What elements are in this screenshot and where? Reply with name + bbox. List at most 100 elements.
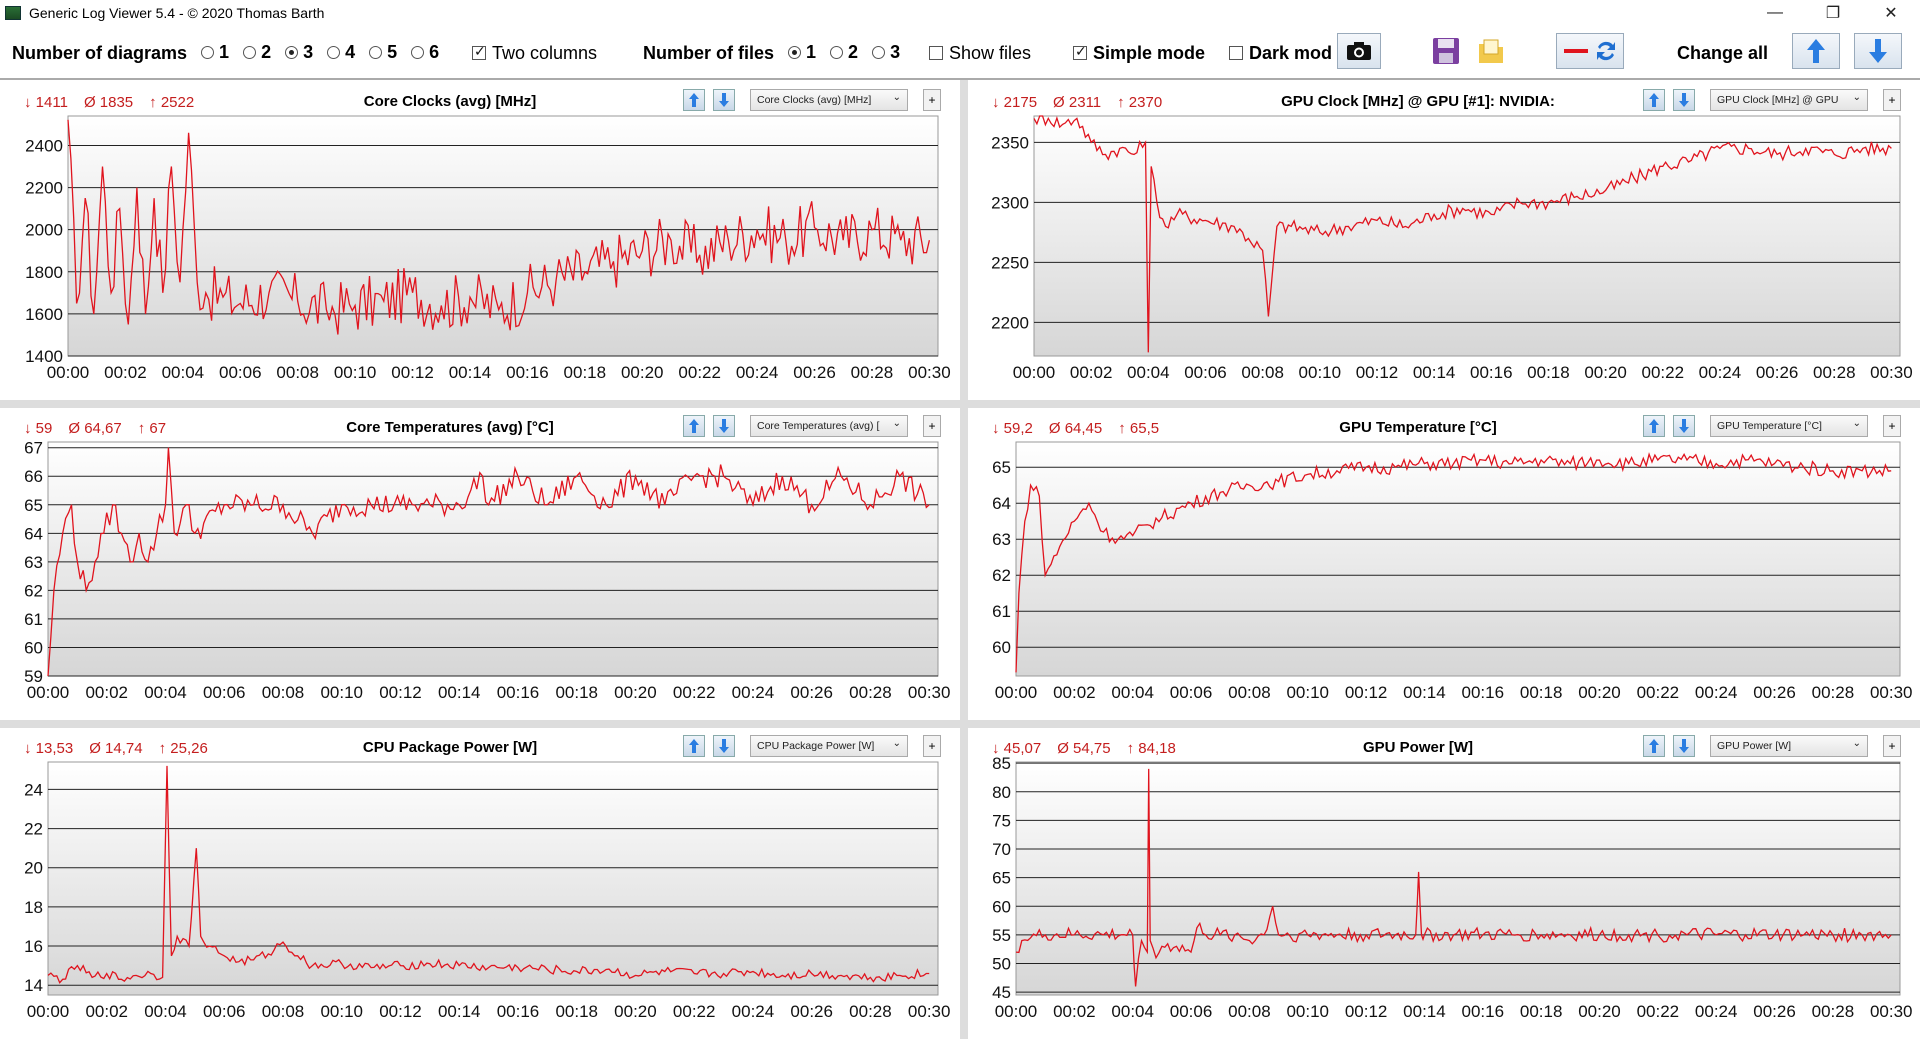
sensor-select[interactable]: Core Temperatures (avg) [⌄ — [750, 415, 908, 437]
simple-mode-option[interactable]: Simple mode — [1073, 26, 1205, 80]
simple-mode-checkbox[interactable] — [1073, 43, 1087, 60]
x-tick-label: 00:08 — [276, 363, 319, 382]
x-tick-label: 00:24 — [1695, 1002, 1738, 1021]
sensor-select[interactable]: CPU Package Power [W] ⌄ — [750, 735, 908, 757]
y-tick-label: 61 — [24, 610, 43, 629]
dark-mode-option[interactable]: Dark mod — [1229, 26, 1332, 80]
x-tick-label: 00:06 — [203, 1002, 246, 1021]
simple-mode-label: Simple mode — [1093, 42, 1206, 63]
files-radio-1[interactable] — [788, 46, 802, 59]
add-series-button[interactable]: + — [1883, 89, 1901, 111]
two-columns-checkbox[interactable] — [472, 43, 486, 60]
two-columns-option[interactable]: Two columns — [472, 26, 597, 80]
sensor-select[interactable]: GPU Power [W] ⌄ — [1710, 735, 1868, 757]
num-diagrams-label: Number of diagrams — [12, 42, 188, 63]
sensor-select[interactable]: Core Clocks (avg) [MHz] ⌄ — [750, 89, 908, 111]
y-tick-label: 16 — [24, 937, 43, 956]
stats-bar: ↓ 13,53 Ø 14,74 ↑ 25,26 — [24, 740, 224, 757]
diagrams-option-3[interactable]: 3 — [285, 42, 313, 63]
row-divider[interactable] — [0, 400, 1920, 408]
add-series-button[interactable]: + — [923, 735, 941, 757]
series-line — [1033, 115, 1892, 353]
diagrams-radio-4[interactable] — [327, 46, 341, 59]
sensor-select[interactable]: GPU Temperature [°C] ⌄ — [1710, 415, 1868, 437]
close-button[interactable]: ✕ — [1884, 5, 1898, 22]
diagrams-radio-6[interactable] — [411, 46, 425, 59]
add-series-button[interactable]: + — [1883, 735, 1901, 757]
move-up-button[interactable] — [1643, 735, 1665, 757]
diagrams-radio-5[interactable] — [369, 46, 383, 59]
stat-min: ↓ 59 — [24, 420, 53, 437]
column-divider[interactable] — [960, 80, 968, 1039]
x-tick-label: 00:12 — [1345, 1002, 1388, 1021]
y-tick-label: 2300 — [991, 193, 1029, 212]
x-tick-label: 00:00 — [995, 683, 1038, 702]
move-all-up-button[interactable] — [1792, 33, 1840, 69]
x-tick-label: 00:22 — [1637, 1002, 1680, 1021]
move-down-button[interactable] — [1673, 89, 1695, 111]
diagrams-option-4[interactable]: 4 — [327, 42, 355, 63]
x-tick-label: 00:10 — [1286, 1002, 1329, 1021]
diagrams-radio-1[interactable] — [201, 46, 215, 59]
diagram-title: GPU Power [W] — [1362, 739, 1473, 756]
x-tick-label: 00:12 — [391, 363, 434, 382]
move-down-button[interactable] — [1673, 735, 1695, 757]
open-folder-button[interactable] — [1474, 33, 1508, 69]
line-style-swap-button[interactable] — [1556, 33, 1624, 69]
add-series-button[interactable]: + — [1883, 415, 1901, 437]
x-tick-label: 00:16 — [1462, 683, 1505, 702]
files-option-3[interactable]: 3 — [872, 42, 900, 63]
x-tick-label: 00:08 — [262, 1002, 305, 1021]
restore-button[interactable]: ❐ — [1825, 5, 1841, 22]
move-up-button[interactable] — [683, 415, 705, 437]
row-divider[interactable] — [0, 720, 1920, 728]
y-tick-label: 2400 — [25, 136, 63, 155]
y-tick-label: 70 — [992, 840, 1011, 859]
sensor-select[interactable]: GPU Clock [MHz] @ GPU ⌄ — [1710, 89, 1868, 111]
files-option-2[interactable]: 2 — [830, 42, 858, 63]
y-tick-label: 50 — [992, 955, 1011, 974]
diagrams-option-6[interactable]: 6 — [411, 42, 439, 63]
move-down-button[interactable] — [713, 89, 735, 111]
add-series-button[interactable]: + — [923, 415, 941, 437]
diagrams-option-5[interactable]: 5 — [369, 42, 397, 63]
dark-mode-checkbox[interactable] — [1229, 46, 1243, 60]
y-tick-label: 66 — [24, 467, 43, 486]
arrow-up-icon — [689, 739, 699, 753]
x-tick-label: 00:20 — [614, 683, 657, 702]
diagram-title: GPU Clock [MHz] @ GPU [#1]: NVIDIA: — [1281, 93, 1555, 110]
files-radio-2[interactable] — [830, 46, 844, 59]
diagram-panel-gpu-temp: 60 61 62 63 64 65 00:00 00:02 00:04 00:06 00:08 00:… — [968, 408, 1920, 720]
diagrams-option-1[interactable]: 1 — [201, 42, 229, 63]
line-chart: 59 60 61 62 63 64 65 66 67 00:00 00:02 00:04 00:06 00… — [24, 439, 950, 702]
toolbar: Number of diagrams 1 2 3 4 5 6 Two columns Nu… — [0, 26, 1920, 80]
files-radio-3[interactable] — [872, 46, 886, 59]
files-option-1[interactable]: 1 — [788, 42, 816, 63]
show-files-checkbox[interactable] — [929, 46, 943, 60]
x-tick-label: 00:14 — [438, 683, 481, 702]
diagrams-radio-2[interactable] — [243, 46, 257, 59]
move-down-button[interactable] — [713, 415, 735, 437]
move-up-button[interactable] — [683, 89, 705, 111]
diagrams-radio-3[interactable] — [285, 46, 299, 59]
show-files-option[interactable]: Show files — [929, 26, 1031, 80]
diagram-panel-core-temp: 59 60 61 62 63 64 65 66 67 00:00 00:02 00:04 00:06 00… — [0, 408, 960, 720]
move-up-button[interactable] — [683, 735, 705, 757]
screenshot-button[interactable] — [1337, 33, 1381, 69]
save-button[interactable] — [1429, 33, 1463, 69]
move-down-button[interactable] — [1673, 415, 1695, 437]
y-tick-label: 67 — [24, 439, 43, 458]
sensor-select-value: GPU Clock [MHz] @ GPU — [1717, 94, 1839, 106]
move-all-down-button[interactable] — [1854, 33, 1902, 69]
x-tick-label: 00:12 — [379, 1002, 422, 1021]
stat-avg: Ø 64,45 — [1048, 420, 1103, 437]
diagrams-option-2[interactable]: 2 — [243, 42, 271, 63]
add-series-button[interactable]: + — [923, 89, 941, 111]
minimize-button[interactable]: — — [1767, 4, 1783, 21]
x-tick-label: 00:30 — [1870, 1002, 1913, 1021]
arrow-down-icon — [1679, 93, 1689, 107]
move-up-button[interactable] — [1643, 415, 1665, 437]
move-down-button[interactable] — [713, 735, 735, 757]
move-up-button[interactable] — [1643, 89, 1665, 111]
x-tick-label: 00:28 — [849, 1002, 892, 1021]
